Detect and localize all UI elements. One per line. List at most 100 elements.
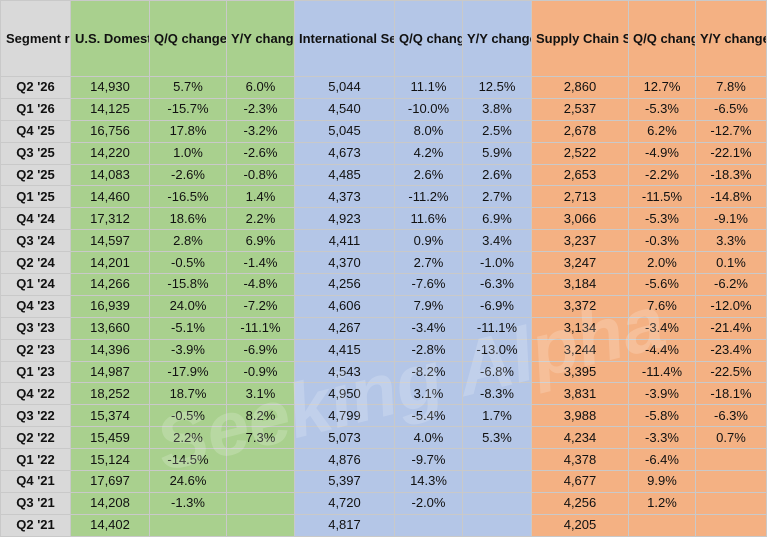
intl-qq-cell: -8.2% — [394, 360, 463, 384]
scs-yy-cell: -6.3% — [695, 404, 767, 428]
scs-qq-cell: -0.3% — [628, 229, 696, 253]
intl-yy-cell: 5.9% — [462, 141, 532, 165]
period-cell: Q3 '24 — [0, 229, 71, 253]
period-cell: Q2 '22 — [0, 426, 71, 450]
header-intl-yy-change: Y/Y change — [462, 0, 532, 77]
period-cell: Q4 '25 — [0, 119, 71, 143]
intl-yy-cell: -1.0% — [462, 251, 532, 275]
international-cell: 4,923 — [294, 207, 395, 231]
us-domestic-cell: 14,266 — [70, 273, 150, 296]
us-yy-cell: -2.6% — [226, 141, 295, 165]
period-cell: Q4 '22 — [0, 382, 71, 406]
us-domestic-cell: 16,939 — [70, 294, 150, 318]
intl-qq-cell: -11.2% — [394, 185, 463, 209]
us-qq-cell: 24.6% — [149, 470, 227, 493]
us-qq-cell: 18.6% — [149, 207, 227, 231]
us-qq-cell: -15.7% — [149, 97, 227, 121]
international-cell: 5,044 — [294, 76, 395, 99]
scs-qq-cell: -5.3% — [628, 207, 696, 231]
us-yy-cell — [226, 513, 295, 537]
scs-qq-cell: -5.3% — [628, 97, 696, 121]
us-yy-cell: -0.8% — [226, 163, 295, 187]
international-cell: 4,540 — [294, 97, 395, 121]
scs-yy-cell: 0.1% — [695, 251, 767, 275]
international-cell: 4,543 — [294, 360, 395, 384]
supply-chain-cell: 3,237 — [531, 229, 629, 253]
period-cell: Q1 '26 — [0, 97, 71, 121]
period-cell: Q1 '23 — [0, 360, 71, 384]
table-row: Q1 '26 14,125 -15.7% -2.3% 4,540 -10.0% 3.8% 2,… — [0, 97, 767, 121]
scs-qq-cell: 1.2% — [628, 491, 696, 515]
period-cell: Q2 '26 — [0, 76, 71, 99]
international-cell: 5,045 — [294, 119, 395, 143]
us-yy-cell — [226, 470, 295, 493]
supply-chain-cell: 3,247 — [531, 251, 629, 275]
period-cell: Q1 '22 — [0, 448, 71, 472]
intl-yy-cell: -6.8% — [462, 360, 532, 384]
period-cell: Q3 '23 — [0, 316, 71, 340]
intl-yy-cell: -6.3% — [462, 273, 532, 296]
intl-yy-cell: 5.3% — [462, 426, 532, 450]
scs-yy-cell: -14.8% — [695, 185, 767, 209]
intl-yy-cell — [462, 491, 532, 515]
us-qq-cell: 18.7% — [149, 382, 227, 406]
supply-chain-cell: 3,988 — [531, 404, 629, 428]
table-row: Q4 '24 17,312 18.6% 2.2% 4,923 11.6% 6.9% 3,066… — [0, 207, 767, 231]
table-row: Q3 '22 15,374 -0.5% 8.2% 4,799 -5.4% 1.7% 3,988… — [0, 404, 767, 428]
scs-qq-cell: -3.3% — [628, 426, 696, 450]
us-yy-cell: -4.8% — [226, 273, 295, 296]
scs-qq-cell: -5.6% — [628, 273, 696, 296]
intl-qq-cell: -2.8% — [394, 338, 463, 362]
us-qq-cell: -5.1% — [149, 316, 227, 340]
us-yy-cell: 3.1% — [226, 382, 295, 406]
table-row: Q2 '24 14,201 -0.5% -1.4% 4,370 2.7% -1.0% 3,24… — [0, 251, 767, 275]
intl-qq-cell: 4.2% — [394, 141, 463, 165]
intl-yy-cell: 6.9% — [462, 207, 532, 231]
scs-qq-cell: -4.9% — [628, 141, 696, 165]
us-yy-cell: -0.9% — [226, 360, 295, 384]
scs-qq-cell: -3.4% — [628, 316, 696, 340]
supply-chain-cell: 3,066 — [531, 207, 629, 231]
us-yy-cell: 1.4% — [226, 185, 295, 209]
international-cell: 4,415 — [294, 338, 395, 362]
supply-chain-cell: 2,653 — [531, 163, 629, 187]
international-cell: 4,256 — [294, 273, 395, 296]
us-domestic-cell: 14,396 — [70, 338, 150, 362]
intl-yy-cell — [462, 448, 532, 472]
intl-qq-cell: -9.7% — [394, 448, 463, 472]
scs-qq-cell: -4.4% — [628, 338, 696, 362]
us-domestic-cell: 14,460 — [70, 185, 150, 209]
us-yy-cell: -3.2% — [226, 119, 295, 143]
intl-qq-cell — [394, 513, 463, 537]
international-cell: 4,370 — [294, 251, 395, 275]
header-segment-revenue: Segment revenue (in $ M) — [0, 0, 71, 77]
supply-chain-cell: 4,378 — [531, 448, 629, 472]
period-cell: Q2 '23 — [0, 338, 71, 362]
scs-qq-cell: -6.4% — [628, 448, 696, 472]
header-row: Segment revenue (in $ M) U.S. Domestic S… — [0, 0, 767, 77]
supply-chain-cell: 4,256 — [531, 491, 629, 515]
international-cell: 4,606 — [294, 294, 395, 318]
header-supply-chain: Supply Chain Solutions — [531, 0, 629, 77]
us-yy-cell: -11.1% — [226, 316, 295, 340]
us-domestic-cell: 15,459 — [70, 426, 150, 450]
us-yy-cell: -2.3% — [226, 97, 295, 121]
scs-yy-cell — [695, 470, 767, 493]
us-qq-cell: -2.6% — [149, 163, 227, 187]
header-us-domestic: U.S. Domestic Segment — [70, 0, 150, 77]
supply-chain-cell: 4,205 — [531, 513, 629, 537]
us-qq-cell: 2.8% — [149, 229, 227, 253]
international-cell: 4,950 — [294, 382, 395, 406]
period-cell: Q4 '24 — [0, 207, 71, 231]
scs-yy-cell: -18.1% — [695, 382, 767, 406]
international-cell: 4,485 — [294, 163, 395, 187]
intl-qq-cell: 4.0% — [394, 426, 463, 450]
table-row: Q1 '22 15,124 -14.5% 4,876 -9.7% 4,378 -6.4% — [0, 448, 767, 472]
scs-qq-cell: -5.8% — [628, 404, 696, 428]
supply-chain-cell: 3,244 — [531, 338, 629, 362]
scs-yy-cell: 7.8% — [695, 76, 767, 99]
intl-qq-cell: 0.9% — [394, 229, 463, 253]
international-cell: 4,876 — [294, 448, 395, 472]
